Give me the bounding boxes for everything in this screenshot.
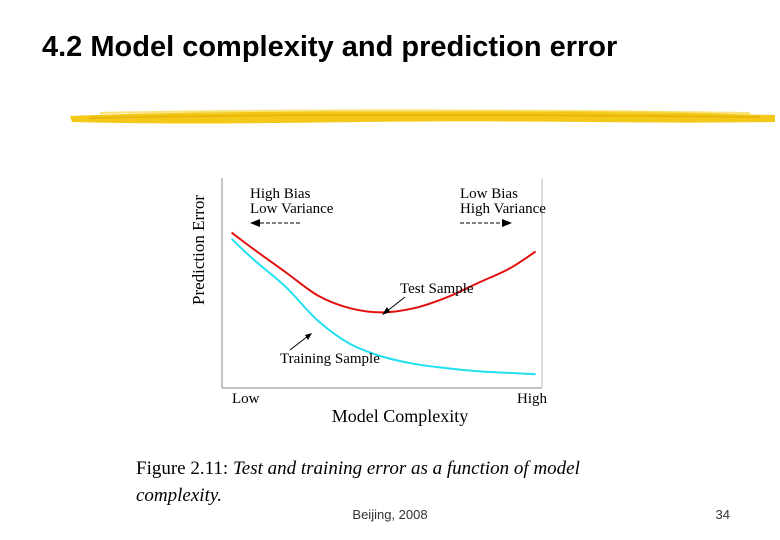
annotation-low-bias: Low Bias	[460, 186, 518, 202]
caption-text: Test and training error as a function of…	[136, 458, 580, 506]
annotation-high-variance: High Variance	[460, 201, 546, 217]
right-arrow-icon	[502, 219, 512, 227]
training-label-pointer	[289, 335, 309, 351]
x-tick-label-low: Low	[232, 391, 260, 407]
slide-title: 4.2 Model complexity and prediction erro…	[42, 31, 618, 63]
test-label-pointer	[385, 296, 406, 313]
x-tick-label-high: High	[517, 391, 548, 407]
brush-stroke-light	[99, 109, 751, 114]
page-number: 34	[715, 507, 730, 522]
series-line-training-sample	[230, 238, 536, 376]
annotation-high-bias: High Bias	[250, 186, 311, 202]
training-pointer-arrowhead-icon	[305, 333, 312, 340]
footer-location: Beijing, 2008	[352, 507, 428, 522]
series-label-test-sample: Test Sample	[400, 281, 474, 297]
annotation-low-variance: Low Variance	[250, 201, 334, 217]
y-axis-label: Prediction Error	[189, 195, 208, 305]
caption-label: Figure 2.11:	[136, 458, 229, 479]
figure-caption: Figure 2.11: Test and training error as …	[136, 455, 636, 509]
title-underline-brush	[70, 109, 775, 124]
test-pointer-arrowhead-icon	[382, 307, 390, 315]
left-arrow-icon	[250, 219, 260, 227]
series-label-training-sample: Training Sample	[280, 351, 380, 367]
brush-stroke-accent	[89, 113, 761, 119]
series-line-test-sample	[230, 231, 537, 314]
brush-stroke-main	[70, 110, 775, 124]
chart: Prediction Error Low High Model Complexi…	[189, 178, 548, 426]
x-axis-label: Model Complexity	[332, 406, 469, 426]
